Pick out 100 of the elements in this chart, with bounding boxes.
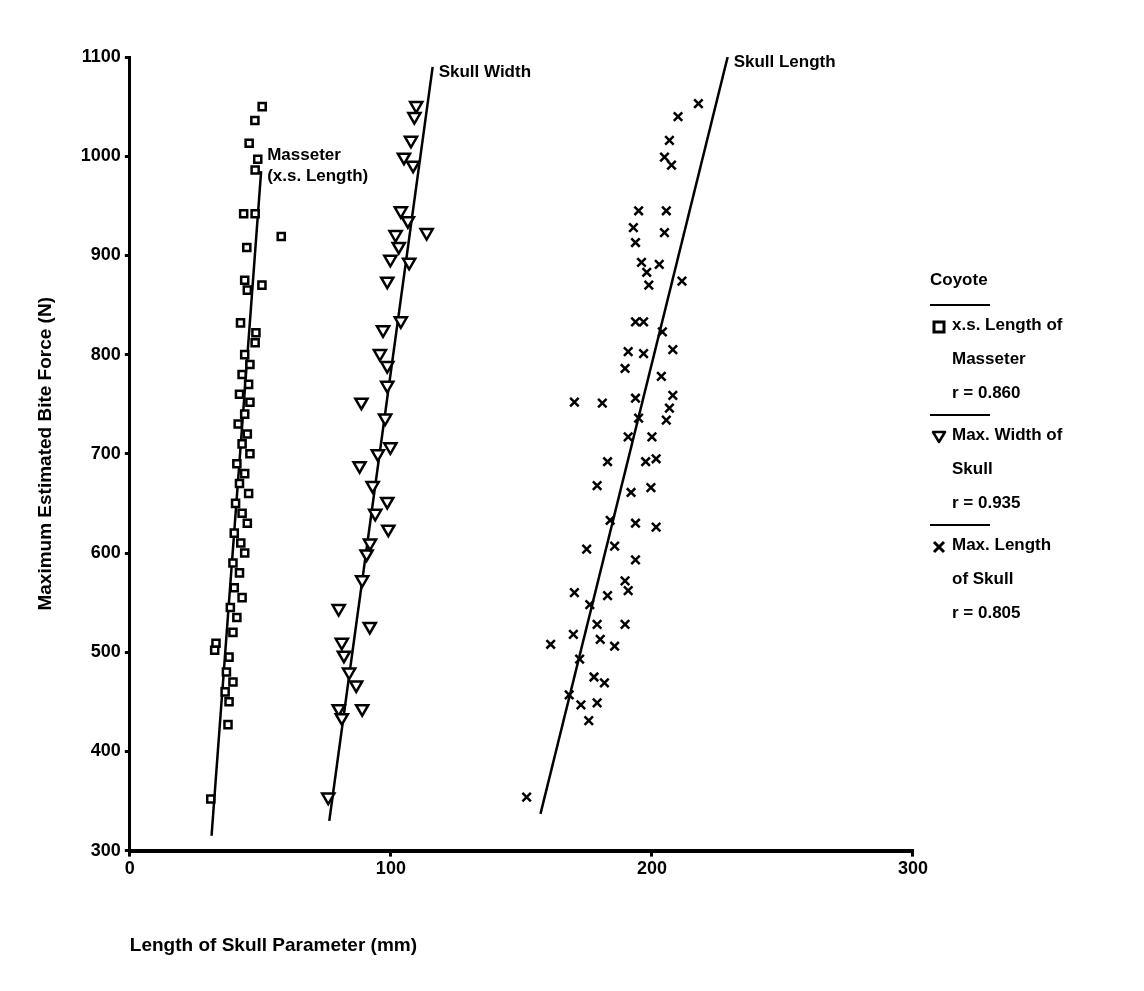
point	[365, 480, 380, 494]
point	[383, 254, 398, 268]
point	[209, 645, 220, 655]
x-tick-label: 300	[897, 858, 929, 879]
point	[408, 100, 424, 114]
point	[393, 316, 409, 330]
point	[236, 538, 246, 548]
point	[225, 602, 236, 613]
point	[239, 548, 250, 558]
point	[354, 397, 369, 411]
point	[239, 349, 250, 360]
point	[379, 276, 395, 290]
point	[243, 379, 254, 390]
series-label: Masseter (x.s. Length)	[267, 145, 369, 186]
y-tick-label: 500	[90, 641, 121, 662]
point	[245, 359, 255, 370]
point	[403, 135, 419, 149]
point	[237, 369, 247, 380]
point	[250, 165, 260, 175]
point	[242, 242, 252, 253]
point	[257, 280, 267, 290]
point	[336, 650, 352, 664]
point	[400, 215, 416, 229]
y-tick-label: 800	[90, 343, 121, 364]
y-tick-label: 1100	[81, 45, 121, 66]
point	[242, 429, 253, 439]
point	[354, 575, 370, 589]
point	[372, 348, 388, 362]
x-tick-label: 0	[124, 858, 135, 879]
text: r = 0.860	[952, 382, 1022, 404]
point	[370, 449, 386, 463]
point	[320, 792, 336, 806]
point	[377, 413, 393, 427]
series-label: Skull Length	[733, 52, 836, 72]
series-label: Skull Width	[438, 62, 532, 82]
point	[223, 719, 233, 730]
y-tick-label: 700	[90, 442, 121, 463]
point	[233, 419, 243, 429]
point	[388, 229, 403, 243]
point	[244, 138, 254, 149]
point	[228, 558, 238, 568]
point	[393, 206, 409, 220]
point	[245, 397, 255, 407]
point	[237, 439, 247, 449]
point	[239, 275, 250, 285]
point	[228, 627, 238, 638]
point	[229, 582, 240, 593]
point	[334, 637, 350, 651]
point	[257, 101, 267, 112]
point	[401, 257, 417, 271]
point	[243, 488, 254, 499]
y-axis-title: Maximum Estimated Bite Force (N)	[33, 297, 55, 611]
point	[391, 241, 407, 255]
point	[380, 524, 396, 538]
point	[234, 568, 245, 578]
point	[396, 152, 412, 166]
point	[220, 687, 230, 697]
point	[331, 603, 346, 617]
point	[245, 449, 255, 459]
point	[224, 652, 234, 662]
point	[419, 227, 434, 241]
point	[383, 442, 398, 456]
point	[205, 794, 216, 804]
point	[238, 208, 249, 219]
point	[237, 508, 247, 519]
point	[354, 703, 370, 717]
point	[252, 154, 263, 164]
y-tick-label: 1000	[80, 145, 121, 166]
point	[362, 621, 378, 635]
point	[359, 549, 374, 563]
point	[362, 538, 378, 552]
point	[232, 612, 242, 623]
legend-title: Coyote	[930, 270, 989, 290]
y-tick-label: 400	[90, 740, 121, 761]
point	[224, 697, 234, 707]
point	[251, 327, 261, 338]
y-tick-label: 300	[90, 839, 121, 860]
point	[250, 337, 260, 348]
point	[235, 318, 246, 328]
point	[237, 592, 247, 603]
point	[250, 115, 260, 126]
point	[407, 111, 422, 125]
point	[250, 208, 260, 219]
point	[239, 468, 250, 479]
y-tick-label: 600	[90, 541, 121, 562]
point	[341, 667, 357, 681]
point	[379, 380, 395, 394]
point	[234, 389, 245, 400]
point	[239, 409, 250, 419]
point	[276, 231, 287, 242]
point	[228, 677, 238, 687]
y-tick-label: 900	[90, 244, 121, 265]
point	[229, 528, 240, 538]
point	[221, 667, 232, 677]
point	[242, 518, 253, 529]
point	[234, 478, 245, 489]
point	[352, 460, 367, 474]
x-tick-label: 200	[636, 858, 667, 879]
point	[232, 458, 242, 469]
point	[379, 360, 395, 374]
